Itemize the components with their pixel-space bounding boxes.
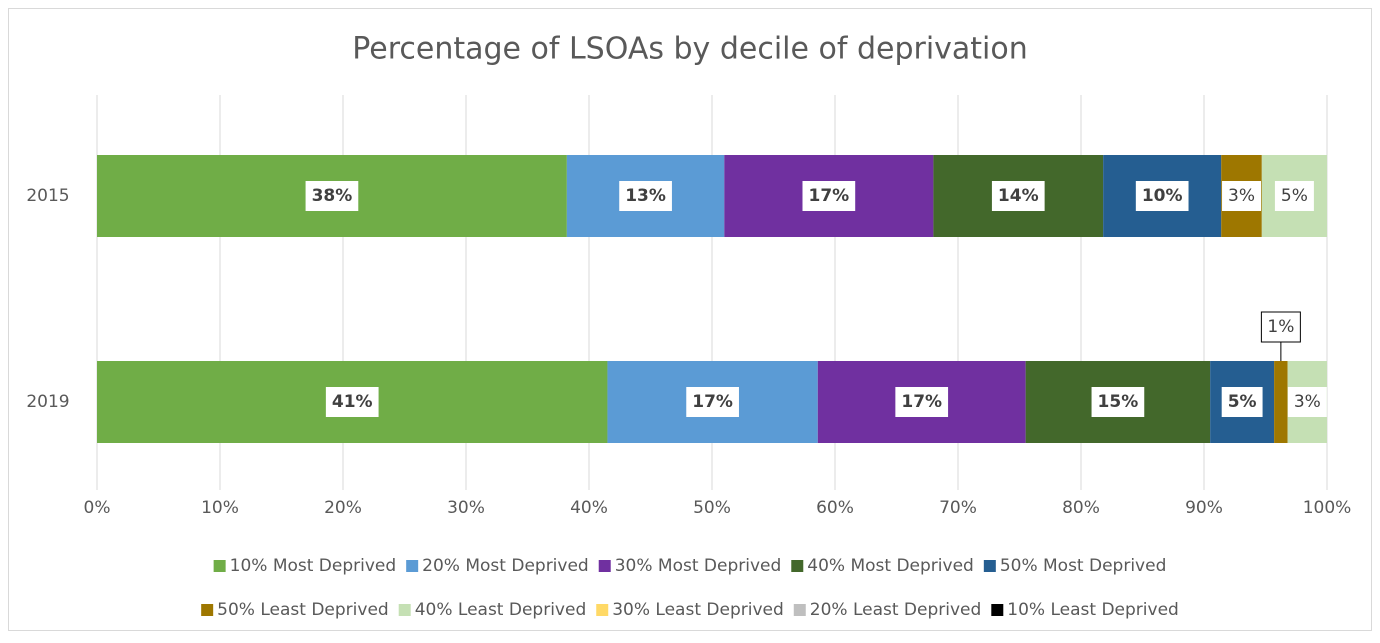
data-label: 10% — [1142, 186, 1183, 206]
data-label-box — [1287, 387, 1327, 417]
x-tick-label: 20% — [324, 498, 362, 518]
bar-segment — [1274, 361, 1288, 443]
data-label-box — [325, 387, 379, 417]
data-label-box — [1221, 387, 1263, 417]
x-tick-label: 50% — [693, 498, 731, 518]
legend-label: 40% Least Deprived — [415, 600, 587, 620]
data-label: 38% — [312, 186, 353, 206]
legend-label: 50% Least Deprived — [217, 600, 389, 620]
y-tick-label: 2019 — [26, 392, 69, 412]
data-label: 5% — [1228, 392, 1257, 412]
x-tick-label: 40% — [570, 498, 608, 518]
data-label: 3% — [1228, 186, 1255, 206]
y-tick-label: 2015 — [26, 186, 69, 206]
legend-swatch — [791, 560, 804, 572]
legend-swatch — [398, 604, 411, 616]
data-label: 3% — [1294, 392, 1321, 412]
legend-label: 30% Most Deprived — [615, 556, 782, 576]
x-tick-label: 90% — [1185, 498, 1223, 518]
legend-swatch — [201, 604, 214, 616]
data-label: 15% — [1098, 392, 1139, 412]
x-tick-label: 30% — [447, 498, 485, 518]
data-label: 13% — [625, 186, 666, 206]
data-label: 14% — [998, 186, 1039, 206]
legend-label: 40% Most Deprived — [807, 556, 974, 576]
data-label: 17% — [901, 392, 942, 412]
legend-label: 30% Least Deprived — [612, 600, 784, 620]
legend-label: 10% Least Deprived — [1007, 600, 1179, 620]
data-label-box — [619, 181, 672, 211]
legend-swatch — [598, 560, 611, 572]
data-label-box — [1260, 311, 1301, 343]
x-tick-label: 10% — [201, 498, 239, 518]
data-label: 17% — [808, 186, 849, 206]
legend-label: 20% Least Deprived — [810, 600, 982, 620]
legend-swatch — [213, 560, 226, 572]
legend-swatch — [596, 604, 609, 616]
chart-border — [8, 8, 1372, 631]
data-label-box — [1135, 181, 1189, 211]
data-label-box — [802, 181, 856, 211]
data-label: 17% — [692, 392, 733, 412]
legend-label: 50% Most Deprived — [1000, 556, 1167, 576]
legend-label: 20% Most Deprived — [422, 556, 589, 576]
legend-label: 10% Most Deprived — [230, 556, 397, 576]
data-label-box — [1222, 181, 1262, 211]
data-label: 1% — [1267, 317, 1294, 337]
data-label-box — [686, 387, 739, 417]
legend-swatch — [983, 560, 996, 572]
data-label-box — [305, 181, 359, 211]
data-label-box — [1091, 387, 1145, 417]
x-tick-label: 100% — [1303, 498, 1352, 518]
legend-swatch — [991, 604, 1004, 616]
data-label: 5% — [1281, 186, 1308, 206]
x-tick-label: 60% — [816, 498, 854, 518]
data-label-box — [895, 387, 949, 417]
x-tick-label: 70% — [939, 498, 977, 518]
data-label: 41% — [332, 392, 373, 412]
legend-swatch — [793, 604, 806, 616]
legend-swatch — [406, 560, 419, 572]
chart-title: Percentage of LSOAs by decile of depriva… — [352, 32, 1028, 67]
data-label-box — [1274, 181, 1314, 211]
data-label-box — [991, 181, 1045, 211]
x-tick-label: 80% — [1062, 498, 1100, 518]
x-tick-label: 0% — [84, 498, 111, 518]
